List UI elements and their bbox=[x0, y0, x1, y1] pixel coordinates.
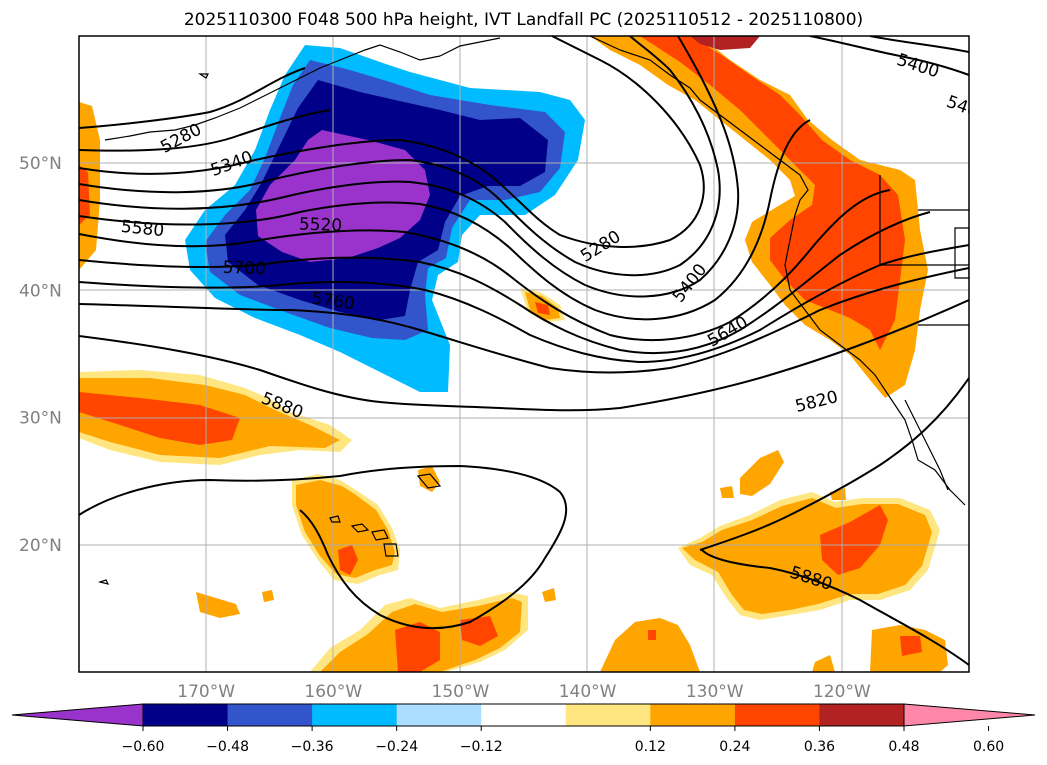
lon-label: 120°W bbox=[813, 682, 871, 702]
colorbar-tick-label: −0.60 bbox=[122, 739, 165, 755]
colorbar-tick-label: 0.12 bbox=[635, 739, 666, 755]
colorbar-segment bbox=[650, 704, 736, 726]
colorbar-segment bbox=[143, 704, 229, 726]
colorbar-segment bbox=[565, 704, 651, 726]
colorbar-segment bbox=[734, 704, 820, 726]
lon-label: 130°W bbox=[686, 682, 744, 702]
colorbar-tick-label: −0.12 bbox=[460, 739, 503, 755]
colorbar: −0.60 −0.48 −0.36 −0.24 −0.12 0.12 0.24 0.36 0.4… bbox=[11, 703, 1036, 755]
lat-label: 40°N bbox=[19, 281, 62, 301]
colorbar-segment bbox=[227, 704, 313, 726]
colorbar-segment bbox=[396, 704, 482, 726]
contour-label-text: 5580 bbox=[120, 217, 165, 241]
colorbar-extend-min bbox=[11, 703, 144, 727]
lat-label: 20°N bbox=[19, 536, 62, 556]
contour-label: 5520 bbox=[299, 215, 343, 236]
colorbar-tick-label: 0.36 bbox=[804, 739, 835, 755]
colorbar-tick-label: 0.24 bbox=[719, 739, 750, 755]
contour-label-text: 5400 bbox=[894, 50, 941, 82]
colorbar-tick-label: 0.60 bbox=[973, 739, 1004, 755]
lat-label: 30°N bbox=[19, 409, 62, 429]
map-frame bbox=[78, 35, 970, 673]
colorbar-tick-label: 0.48 bbox=[888, 739, 919, 755]
colorbar-segment bbox=[312, 704, 398, 726]
contour-label-text: 5520 bbox=[299, 215, 343, 236]
contour-label-text: 546 bbox=[944, 92, 981, 122]
contour-label: 5700 bbox=[222, 258, 266, 279]
colorbar-tick-label: −0.48 bbox=[206, 739, 249, 755]
lon-label: 170°W bbox=[177, 682, 235, 702]
colorbar-tick-label: −0.24 bbox=[375, 739, 418, 755]
colorbar-segment bbox=[481, 704, 567, 726]
coastlines bbox=[97, 36, 969, 585]
lon-label: 160°W bbox=[304, 682, 362, 702]
contour-label: 546 bbox=[944, 92, 981, 122]
colorbar-extend-max bbox=[903, 703, 1036, 727]
lon-label: 140°W bbox=[559, 682, 617, 702]
contour-label: 5580 bbox=[120, 217, 165, 241]
longitude-labels: 170°W 160°W 150°W 140°W 130°W 120°W bbox=[177, 682, 871, 702]
contour-label: 5640 bbox=[704, 312, 751, 351]
lat-label: 50°N bbox=[19, 154, 62, 174]
contour-label-text: 5820 bbox=[793, 387, 840, 417]
contour-label: 5280 bbox=[577, 227, 624, 267]
latitude-labels: 50°N 40°N 30°N 20°N bbox=[19, 154, 62, 556]
contour-label: 5400 bbox=[669, 260, 711, 306]
gridlines bbox=[79, 36, 969, 672]
contour-label: 5280 bbox=[157, 120, 205, 158]
contour-label-text: 5700 bbox=[222, 258, 266, 279]
contour-label: 5400 bbox=[894, 50, 941, 82]
lon-label: 150°W bbox=[432, 682, 490, 702]
colorbar-tick-label: −0.36 bbox=[291, 739, 334, 755]
height-contours bbox=[79, 36, 969, 666]
contour-label: 5820 bbox=[793, 387, 840, 417]
chart-title: 2025110300 F048 500 hPa height, IVT Land… bbox=[183, 10, 864, 30]
colorbar-segment bbox=[819, 704, 905, 726]
colorbar-frame bbox=[142, 703, 905, 727]
